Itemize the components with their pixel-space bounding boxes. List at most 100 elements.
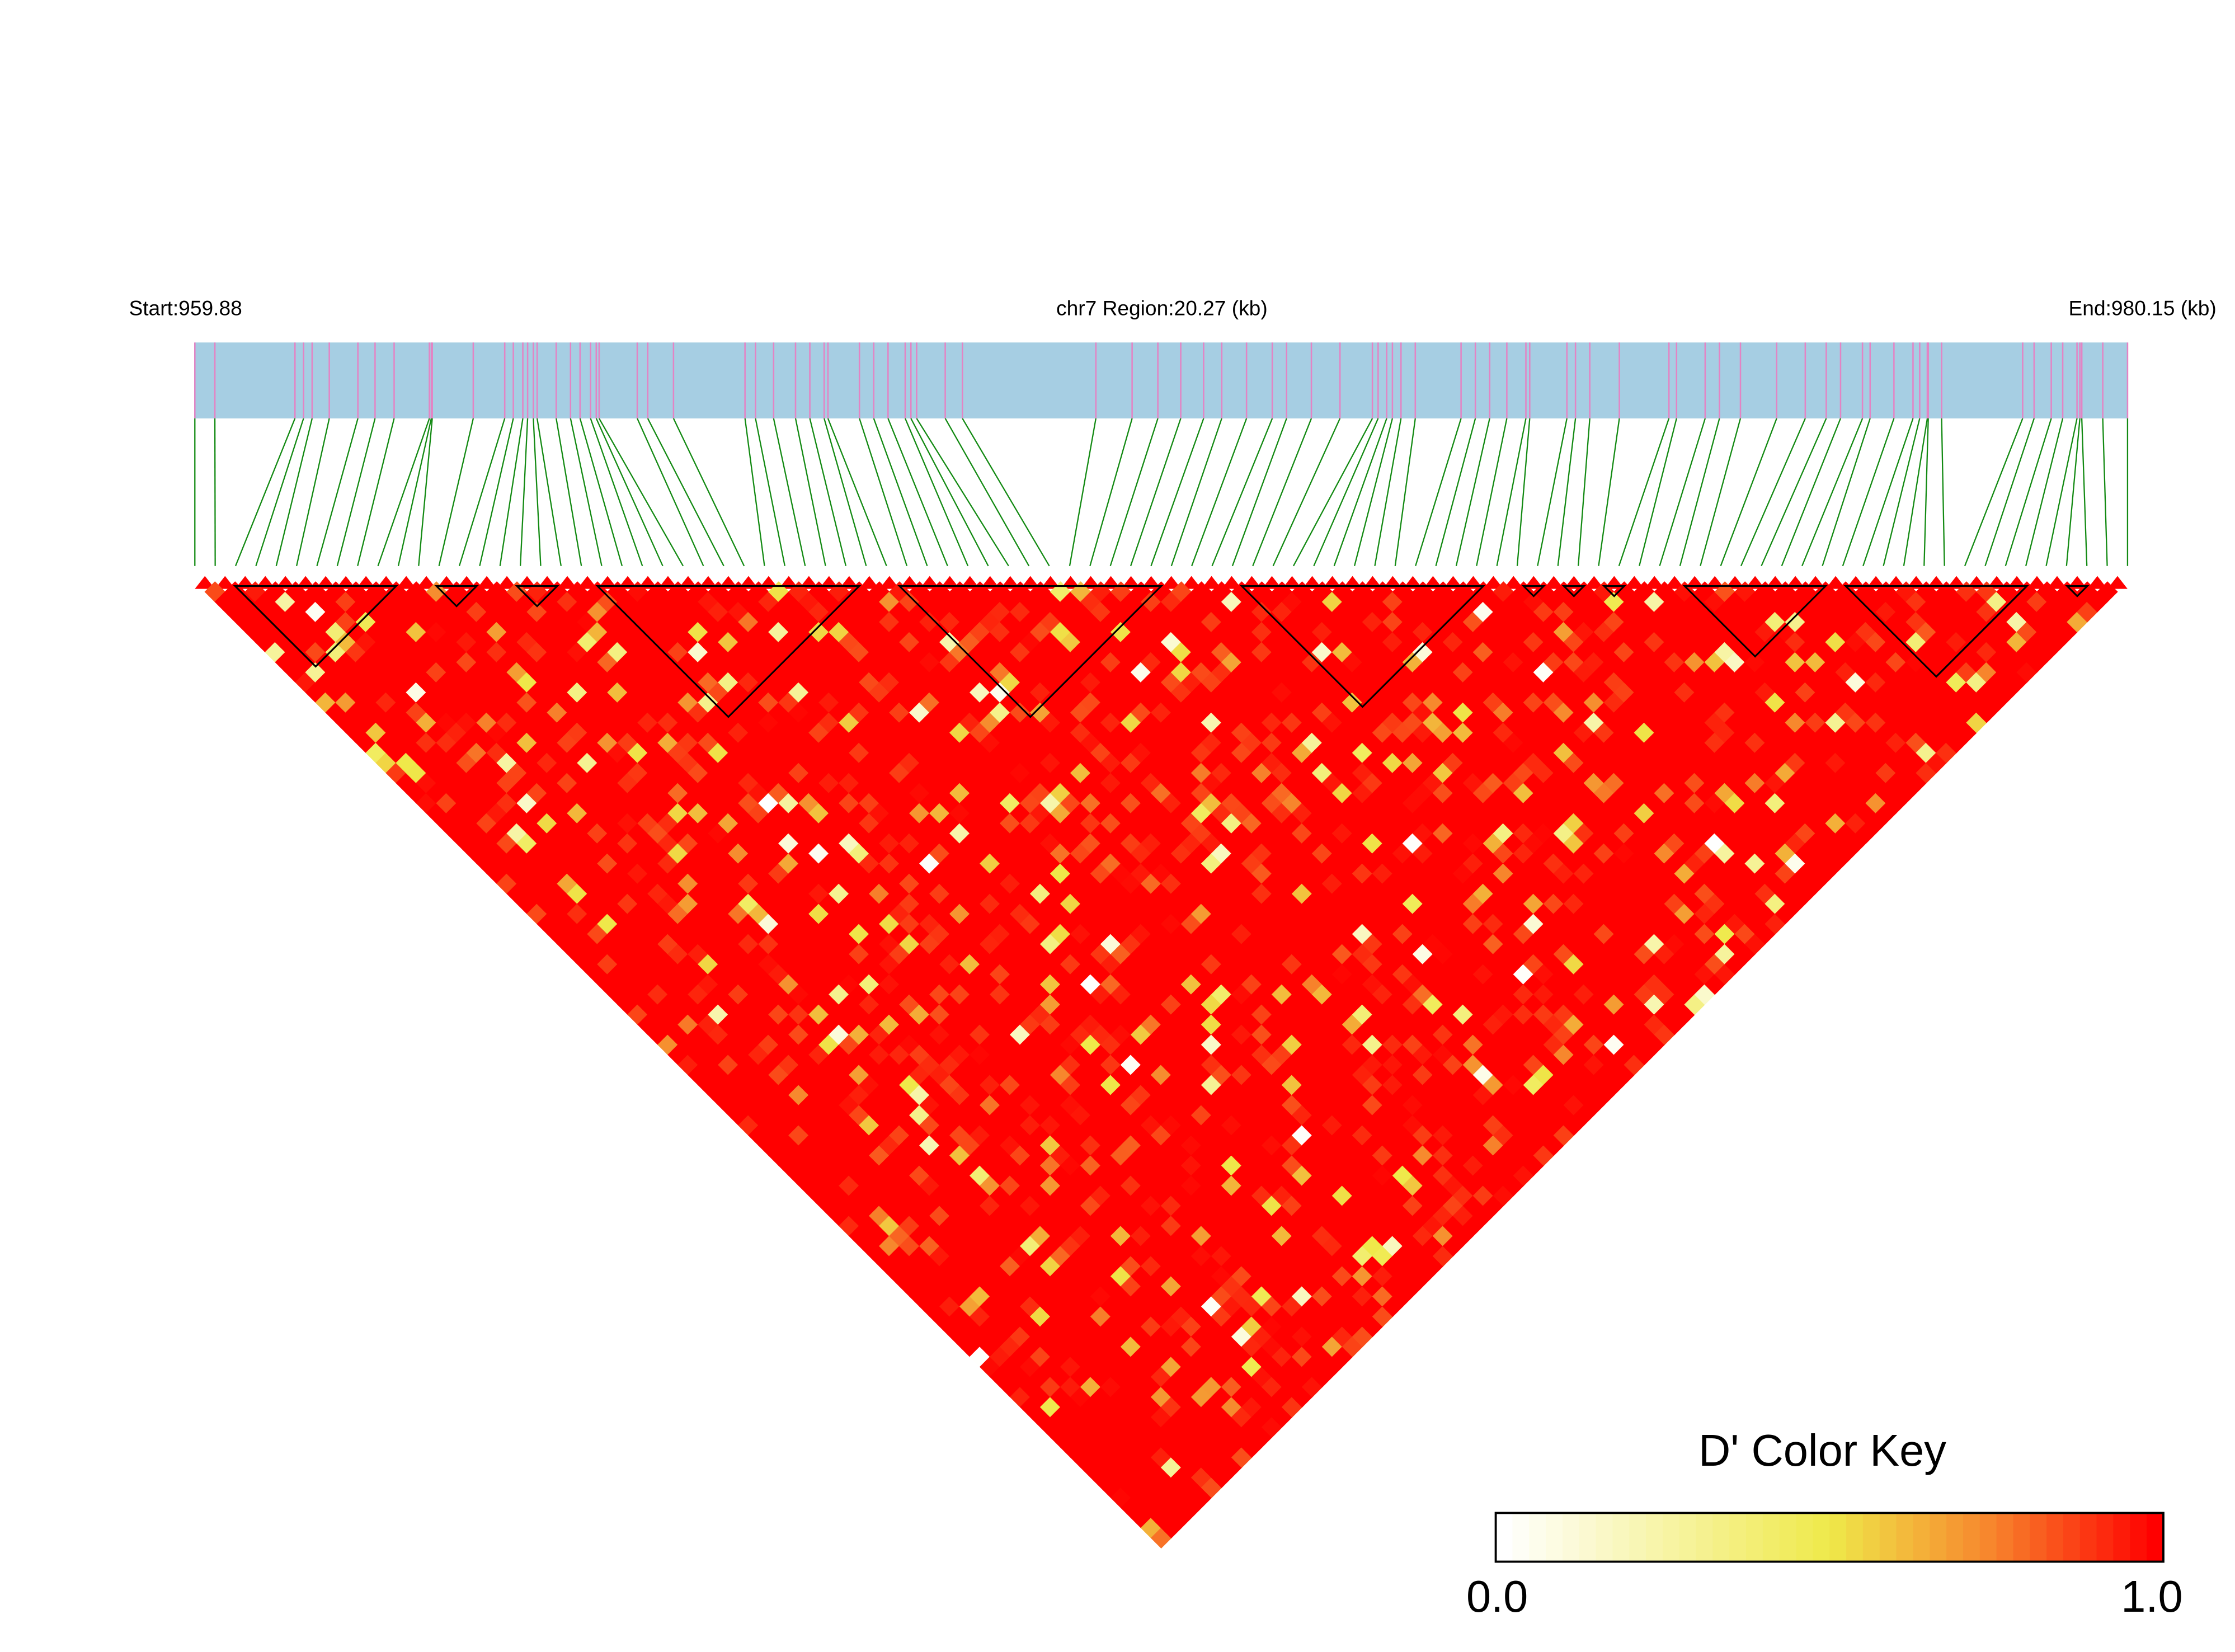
color-key-swatch — [1813, 1513, 1831, 1562]
color-key-swatch — [2063, 1513, 2081, 1562]
ld-cell — [476, 652, 497, 673]
ld-cell — [677, 1054, 699, 1076]
ld-cell — [567, 943, 588, 965]
color-key-swatch — [1579, 1513, 1597, 1562]
snp-connector-line — [598, 418, 684, 567]
snp-connector-line — [2045, 418, 2078, 566]
color-key-swatch — [1662, 1513, 1681, 1562]
ld-cell — [587, 822, 608, 844]
diagonal-cell — [1664, 576, 1685, 589]
diagonal-cell — [1544, 576, 1564, 589]
snp-connector-line — [637, 418, 704, 567]
ld-cell — [677, 812, 699, 834]
ld-cell — [587, 883, 608, 905]
ld-cell — [677, 792, 699, 814]
ld-cell — [1191, 1487, 1212, 1508]
snp-connector-line — [1842, 418, 1895, 567]
ld-cell — [335, 632, 356, 653]
ld-cell — [567, 762, 588, 784]
ld-cell — [677, 994, 699, 1015]
snp-connector-line — [1333, 418, 1387, 567]
color-key-max-label: 1.0 — [2121, 1571, 2182, 1621]
color-key-swatch — [1629, 1513, 1647, 1562]
snp-connector-line — [1700, 418, 1742, 566]
ld-cell — [688, 762, 709, 784]
snp-connector-line — [2005, 418, 2052, 567]
ld-cell — [1090, 1467, 1112, 1489]
ld-cell — [587, 622, 608, 643]
ld-cell — [476, 812, 497, 834]
ld-cell — [436, 732, 457, 754]
snp-connector-line — [809, 418, 847, 566]
snp-connector-line — [499, 418, 524, 566]
color-key-swatch — [1896, 1513, 1914, 1562]
diagonal-cell — [1483, 576, 1504, 589]
ld-cell — [677, 832, 699, 854]
ld-cell — [1201, 1477, 1222, 1498]
snp-connector-line — [1923, 418, 1929, 566]
snp-connector-line — [944, 418, 1030, 567]
snp-connector-line — [295, 418, 330, 566]
ld-cell — [567, 782, 588, 804]
ld-cell — [1130, 1467, 1152, 1489]
ld-cell — [587, 923, 608, 945]
ld-cell — [688, 863, 709, 884]
snp-connector-line — [1353, 418, 1394, 566]
ld-cell — [677, 933, 699, 955]
color-key-swatch — [1596, 1513, 1613, 1562]
snp-connector-line — [579, 418, 623, 567]
color-key-swatch — [2030, 1513, 2048, 1562]
ld-cell — [677, 712, 699, 733]
snp-connector-line — [1740, 418, 1806, 567]
snp-connector-line — [458, 418, 506, 567]
snp-connector-line — [1394, 418, 1416, 566]
ld-cell — [677, 611, 699, 633]
snp-connector-line — [595, 418, 664, 567]
diagonal-cell — [1161, 576, 1182, 589]
snp-connector-line — [1476, 418, 1508, 566]
ld-cell — [677, 652, 699, 673]
color-key-swatch — [2096, 1513, 2114, 1562]
snp-ticks — [194, 342, 2129, 418]
diagonal-cell — [577, 576, 598, 589]
diagonal-cell — [1825, 576, 1846, 589]
diagonal-cell — [859, 576, 879, 589]
ld-cell — [335, 692, 356, 713]
snp-connector-line — [1455, 418, 1490, 566]
ld-cell — [1211, 1467, 1232, 1489]
ld-cell — [436, 672, 457, 693]
snp-connector-line — [357, 418, 395, 566]
color-key-swatch — [2079, 1513, 2097, 1562]
snp-connector-line — [1089, 418, 1133, 567]
snp-connector-line — [1435, 418, 1476, 566]
ld-cell — [476, 632, 497, 653]
snp-connector-line — [962, 418, 1050, 567]
ld-cell — [1170, 1467, 1192, 1489]
ld-cell — [688, 742, 709, 764]
diagonal-cell — [1624, 576, 1645, 589]
diagonal-cell — [2046, 576, 2067, 589]
diagonal-cell — [1584, 576, 1605, 589]
ld-cell — [587, 682, 608, 703]
ld-cell — [476, 832, 497, 854]
color-key-bar — [1495, 1513, 2165, 1562]
snp-connector-line — [1639, 418, 1677, 566]
ld-cell — [587, 762, 608, 784]
diagonal-cell — [1201, 576, 1222, 589]
ld-cell — [567, 742, 588, 764]
ld-cell — [567, 581, 588, 603]
snp-connector-line — [744, 418, 765, 566]
snp-connector-line — [275, 418, 313, 566]
snp-connector-line — [1679, 418, 1720, 566]
color-key-min-label: 0.0 — [1466, 1571, 1528, 1621]
ld-cell — [1180, 1477, 1202, 1498]
snp-connector-line — [1415, 418, 1462, 567]
diagonal-cell — [2087, 576, 2107, 589]
snp-connector-line — [590, 418, 643, 567]
snp-connector-line — [397, 418, 432, 566]
ld-cell — [567, 923, 588, 945]
ld-cell — [567, 802, 588, 824]
ld-cell — [688, 923, 709, 945]
ld-cell — [1110, 1467, 1132, 1489]
ld-cell — [677, 752, 699, 774]
